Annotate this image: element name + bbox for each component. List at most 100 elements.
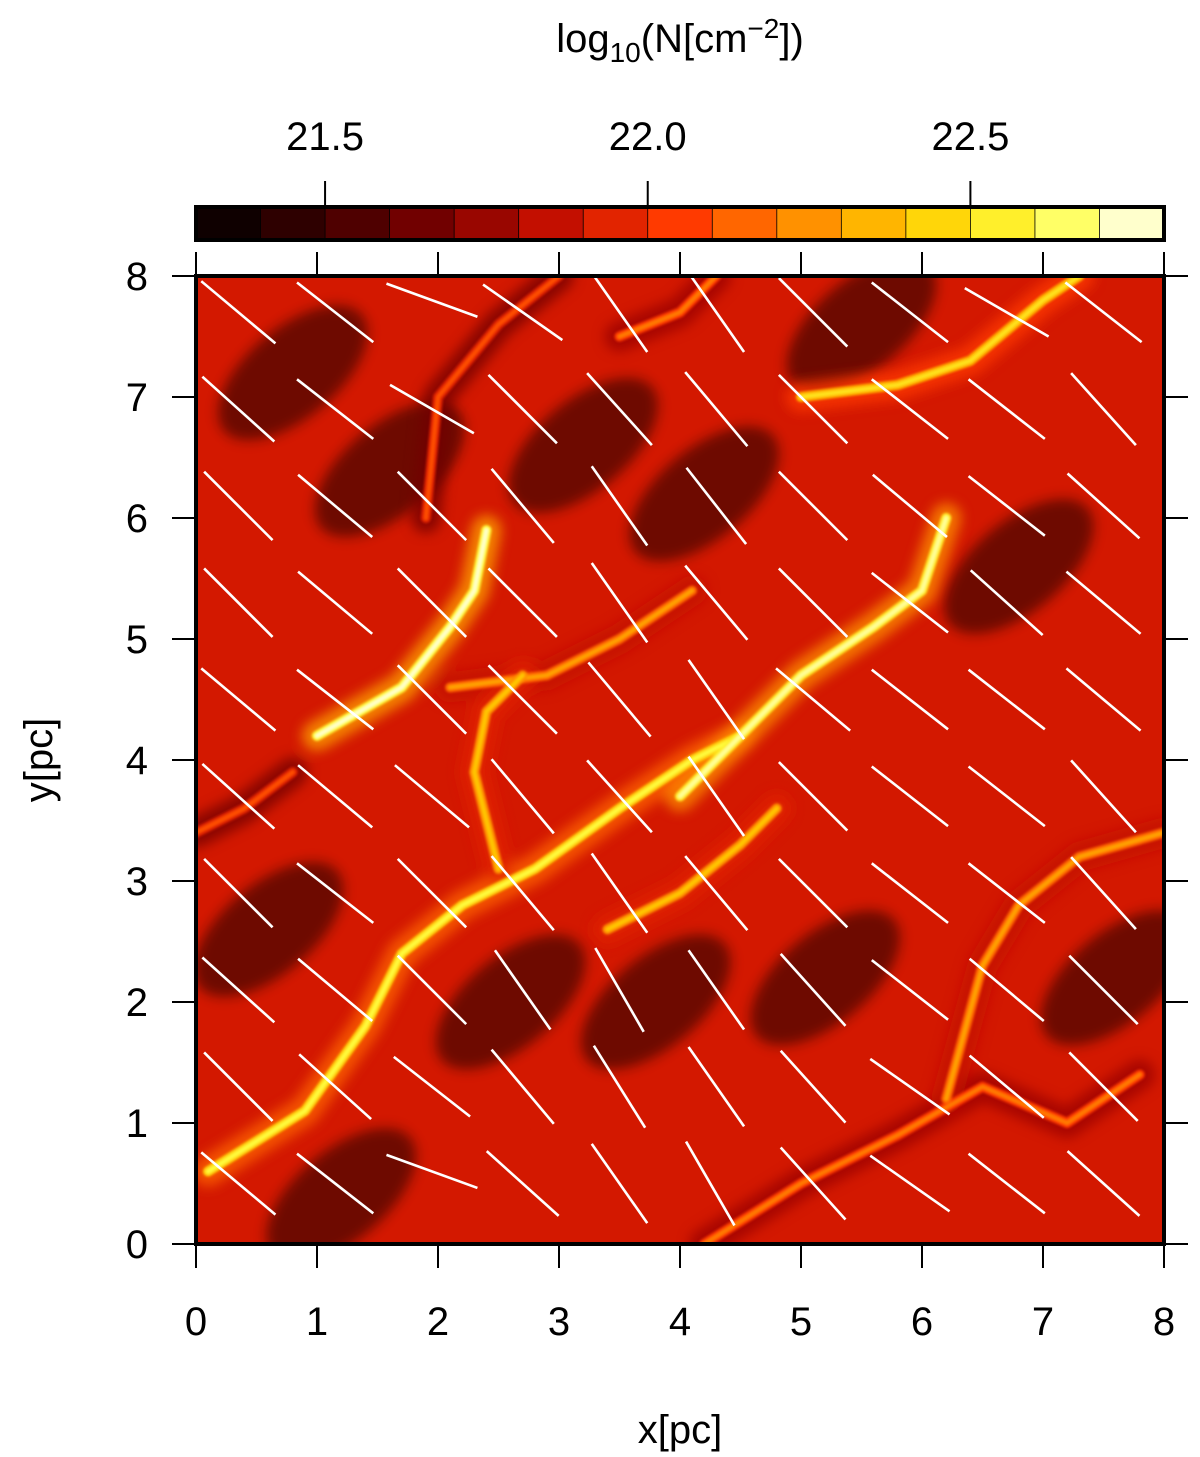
low-density-patch [581,934,731,1070]
polarization-segment [1068,954,1139,1026]
polarization-segment [1070,759,1137,834]
colorbar-bin [776,206,843,241]
colorbar-bin [711,206,778,241]
polarization-segment [1070,856,1137,930]
polarization-segment [687,949,746,1031]
polarization-segment [296,281,375,344]
polarization-segment [870,281,949,344]
polarization-segment [386,282,478,318]
polarization-segment [386,1153,478,1190]
polarization-segment [590,465,649,547]
polarization-segment [684,1140,736,1227]
polarization-segment [775,667,852,732]
colorbar-bin [324,206,391,241]
filament-core [206,733,743,1174]
low-density-patch [196,862,344,997]
colorbar-ticks: 21.5 22.0 22.5 [286,115,1009,207]
filaments [196,276,1164,1244]
polarization-segment [396,857,468,929]
polarization-segment [968,957,1045,1023]
polarization-segment [396,954,468,1026]
low-density-patch [266,1128,416,1244]
polarization-segment [687,659,746,740]
filament-core [196,770,295,835]
polarization-segment [493,949,552,1031]
polarization-segment [298,1053,372,1121]
polarization-segment [296,862,375,924]
colorbar-bin [1099,206,1165,241]
polarization-segment [684,371,749,448]
colorbar-bin [647,206,714,241]
polarization-segment [296,378,375,440]
colorbar-bin [582,206,649,241]
polarization-segment [1068,1051,1139,1122]
filament-core [617,276,719,339]
y-axis-label: y[pc] [17,718,61,802]
polarization-segment [296,1152,375,1215]
x-tick-label: 7 [1032,1300,1054,1344]
polarization-segment [689,276,746,353]
polarization-segment [869,1057,951,1116]
low-density-patch [218,305,368,441]
polarization-segment [1064,281,1143,344]
polarization-segment [684,855,749,932]
polarization-segment [396,567,468,638]
polarization-segment [590,852,649,934]
polarization-segment [297,570,374,635]
polarization-segment [590,562,649,644]
x-tick-label: 6 [911,1300,933,1344]
low-density-patch [750,910,900,1046]
polarization-segment [487,664,558,735]
polarization-segment [201,762,276,830]
polarization-segment [396,470,468,542]
polarization-segment [389,383,475,435]
polarization-segment [967,1152,1046,1215]
polarization-segment [870,862,949,924]
colorbar-bin [389,206,456,241]
polarization-segment [590,1143,649,1224]
polarization-segment [1066,472,1141,540]
polarization-segment [967,378,1046,440]
polarization-segment [1066,1150,1141,1217]
polarization-segment [870,378,949,440]
polarization-segment [779,1049,847,1124]
polarization-segment [592,276,649,353]
y-tick-label: 4 [126,739,148,783]
colorbar-bin [518,206,585,241]
filament-core [702,1072,1142,1244]
colorbar-tick-label: 21.5 [286,115,364,159]
x-axis-label: x[pc] [638,1408,722,1452]
low-density-patch [786,276,937,392]
polarization-segment [871,473,948,539]
colorbar-bin [905,206,972,241]
polarization-segment [1070,372,1137,446]
x-tick-label: 0 [185,1300,207,1344]
polarization-segment [297,957,374,1023]
low-density-patch [435,934,586,1070]
y-tick-label: 8 [126,255,148,299]
polarization-segment [870,959,949,1021]
polarization-segment [777,373,849,445]
colorbar [194,205,1166,242]
polarization-segment [203,567,274,638]
colorbar-bin [840,206,907,241]
polarization-segment [964,286,1050,338]
x-tick-label: 8 [1153,1300,1175,1344]
polarization-segment [487,373,558,445]
polarization-segment [485,1150,560,1217]
low-density-patch [944,499,1094,634]
polarization-segment [201,956,276,1024]
y-tick-label: 5 [126,618,148,662]
polarization-segment [394,764,470,829]
filament-core [472,673,525,871]
polarization-segment [968,1054,1045,1119]
polarization-segment [777,857,849,929]
polarization-segment [203,1051,274,1122]
polarization-segment [203,470,274,542]
polarization-segment [777,567,849,638]
colorbar-bin [453,206,520,241]
polarization-segment [482,283,564,342]
filament-core [605,806,779,932]
polarization-segment [869,1154,951,1213]
